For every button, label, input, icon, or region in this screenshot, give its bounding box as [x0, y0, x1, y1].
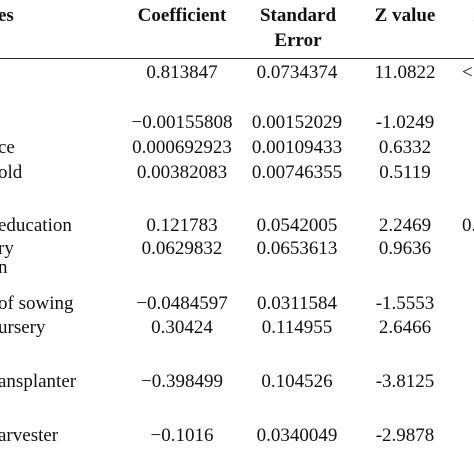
- cell-coefficient: 0.30424: [151, 317, 213, 338]
- cell-standard-error: 0.0340049: [256, 425, 338, 446]
- cell-p: 0.: [462, 215, 474, 236]
- column-header: es: [0, 5, 14, 26]
- cell-z-value: -3.8125: [375, 371, 435, 392]
- cell-coefficient: −0.0484597: [136, 293, 228, 314]
- cell-coefficient: 0.0629832: [141, 238, 223, 259]
- cell-coefficient: 0.000692923: [132, 137, 232, 158]
- cell-z-value: 0.9636: [378, 238, 432, 259]
- column-header: Standard Error: [259, 5, 337, 51]
- row-label: ry: [0, 238, 14, 259]
- row-label: of sowing: [0, 293, 74, 314]
- row-label: n: [0, 257, 8, 278]
- cell-coefficient: −0.00155808: [131, 112, 233, 133]
- cell-standard-error: 0.00152029: [251, 112, 343, 133]
- cell-z-value: 2.2469: [378, 215, 432, 236]
- cell-z-value: 2.6466: [378, 317, 432, 338]
- cell-standard-error: 0.104526: [261, 371, 333, 392]
- cell-standard-error: 0.0542005: [256, 215, 338, 236]
- cell-z-value: -2.9878: [375, 425, 435, 446]
- cell-standard-error: 0.114955: [261, 317, 333, 338]
- cell-z-value: 0.6332: [378, 137, 432, 158]
- cell-z-value: -1.5553: [375, 293, 435, 314]
- header-rule: [0, 58, 474, 59]
- cell-coefficient: 0.813847: [146, 62, 218, 83]
- cell-standard-error: 0.0734374: [256, 62, 338, 83]
- cell-coefficient: 0.121783: [146, 215, 218, 236]
- column-header: Z value: [374, 5, 436, 26]
- cell-coefficient: −0.1016: [150, 425, 214, 446]
- cell-standard-error: 0.00746355: [251, 162, 343, 183]
- cell-z-value: 11.0822: [374, 62, 436, 83]
- cell-z-value: -1.0249: [375, 112, 435, 133]
- row-label: old: [0, 162, 23, 183]
- cell-standard-error: 0.00109433: [251, 137, 343, 158]
- row-label: ce: [0, 137, 15, 158]
- column-header: Coefficient: [137, 5, 227, 26]
- cell-z-value: 0.5119: [379, 162, 431, 183]
- row-label: arvester: [0, 425, 59, 446]
- row-label: ansplanter: [0, 371, 77, 392]
- column-header: I: [462, 3, 474, 28]
- cell-coefficient: 0.00382083: [136, 162, 228, 183]
- cell-standard-error: 0.0311584: [256, 293, 338, 314]
- cell-p: <: [462, 62, 473, 83]
- row-label: ursery: [0, 317, 46, 338]
- cell-standard-error: 0.0653613: [256, 238, 338, 259]
- row-label: education: [0, 215, 72, 236]
- cell-coefficient: −0.398499: [141, 371, 223, 392]
